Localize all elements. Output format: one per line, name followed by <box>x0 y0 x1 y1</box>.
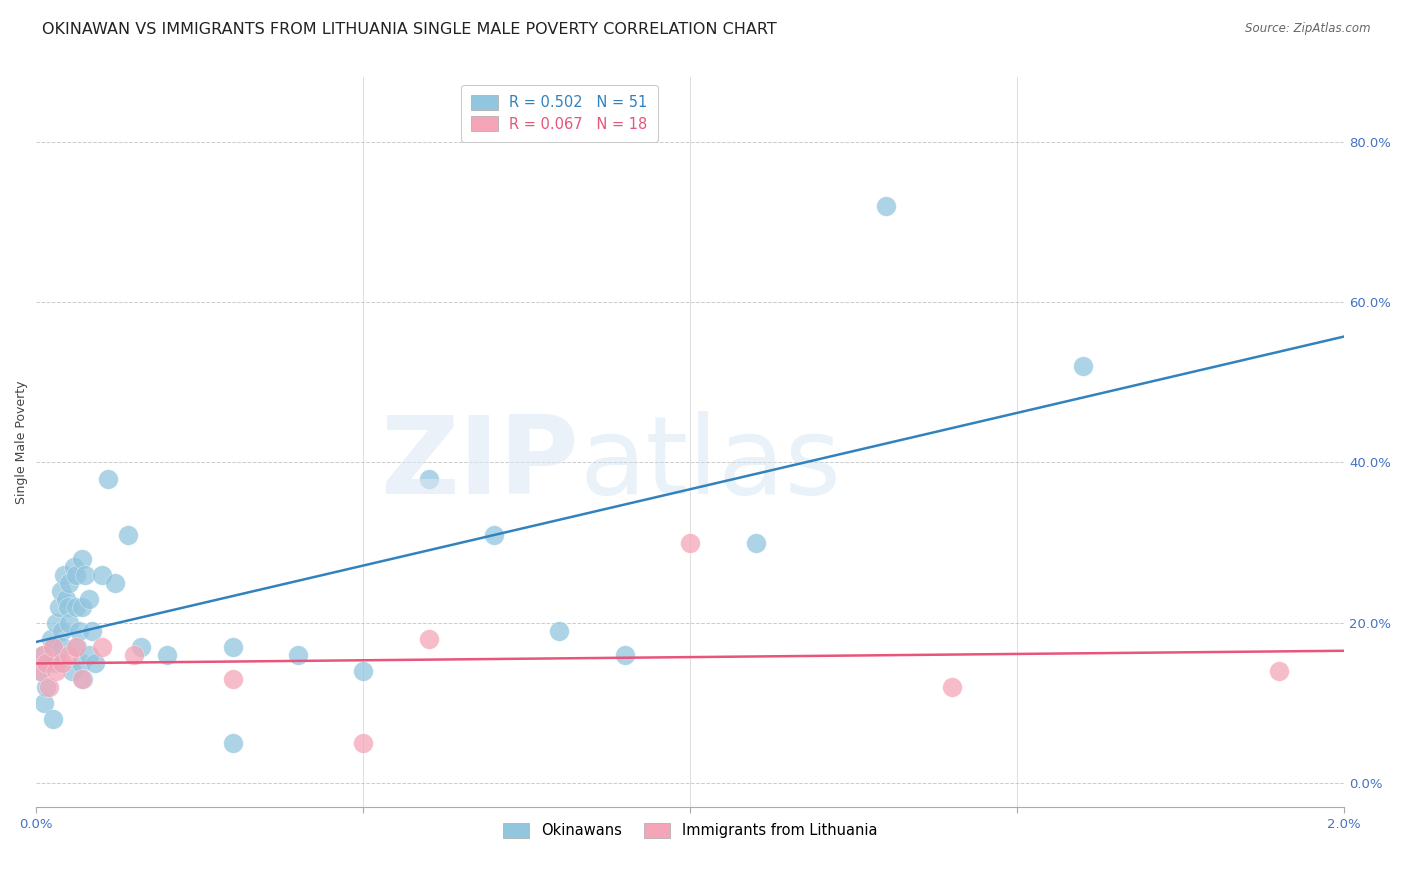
Point <box>39 632 62 646</box>
Point <box>875 199 897 213</box>
Point <box>52 567 75 582</box>
Point <box>1071 359 1094 374</box>
Point <box>221 640 243 654</box>
Text: atlas: atlas <box>579 411 841 517</box>
Point <box>48 599 70 614</box>
Point <box>28 664 51 678</box>
Point <box>80 624 103 638</box>
Point <box>418 471 440 485</box>
Point <box>941 680 963 694</box>
Point <box>352 736 374 750</box>
Point <box>70 599 93 614</box>
Y-axis label: Single Male Poverty: Single Male Poverty <box>15 381 28 504</box>
Point <box>63 559 86 574</box>
Point <box>60 664 83 678</box>
Point <box>1267 664 1289 678</box>
Point <box>129 640 152 654</box>
Text: Source: ZipAtlas.com: Source: ZipAtlas.com <box>1246 22 1371 36</box>
Point <box>41 640 63 654</box>
Point <box>38 656 60 670</box>
Point <box>679 535 702 549</box>
Point <box>45 664 67 678</box>
Point <box>65 640 87 654</box>
Point <box>77 648 100 662</box>
Point <box>66 640 89 654</box>
Point <box>67 624 90 638</box>
Point <box>77 591 100 606</box>
Point <box>482 527 505 541</box>
Point <box>69 656 91 670</box>
Point <box>31 648 53 662</box>
Point <box>352 664 374 678</box>
Point <box>90 567 112 582</box>
Point <box>221 736 243 750</box>
Point <box>75 567 97 582</box>
Point <box>221 672 243 686</box>
Point <box>56 599 79 614</box>
Point <box>70 672 93 686</box>
Point <box>46 656 69 670</box>
Point <box>51 640 73 654</box>
Point <box>117 527 139 541</box>
Point <box>51 624 73 638</box>
Point <box>32 696 55 710</box>
Point <box>28 664 51 678</box>
Point <box>31 648 53 662</box>
Point <box>70 551 93 566</box>
Point <box>90 640 112 654</box>
Legend: Okinawans, Immigrants from Lithuania: Okinawans, Immigrants from Lithuania <box>498 817 883 844</box>
Point <box>65 599 87 614</box>
Point <box>58 615 80 630</box>
Point <box>35 656 58 670</box>
Point <box>41 640 63 654</box>
Text: ZIP: ZIP <box>381 411 579 517</box>
Point <box>104 575 127 590</box>
Point <box>51 583 73 598</box>
Point <box>45 615 67 630</box>
Point <box>744 535 766 549</box>
Point <box>72 672 94 686</box>
Point <box>97 471 120 485</box>
Point <box>613 648 636 662</box>
Point <box>418 632 440 646</box>
Point <box>65 567 87 582</box>
Point <box>58 575 80 590</box>
Point <box>287 648 309 662</box>
Point <box>124 648 146 662</box>
Point <box>35 680 58 694</box>
Point <box>548 624 571 638</box>
Point <box>58 648 80 662</box>
Point <box>84 656 107 670</box>
Point <box>41 712 63 726</box>
Point <box>55 591 77 606</box>
Text: OKINAWAN VS IMMIGRANTS FROM LITHUANIA SINGLE MALE POVERTY CORRELATION CHART: OKINAWAN VS IMMIGRANTS FROM LITHUANIA SI… <box>42 22 778 37</box>
Point <box>156 648 179 662</box>
Point <box>38 680 60 694</box>
Point <box>51 656 73 670</box>
